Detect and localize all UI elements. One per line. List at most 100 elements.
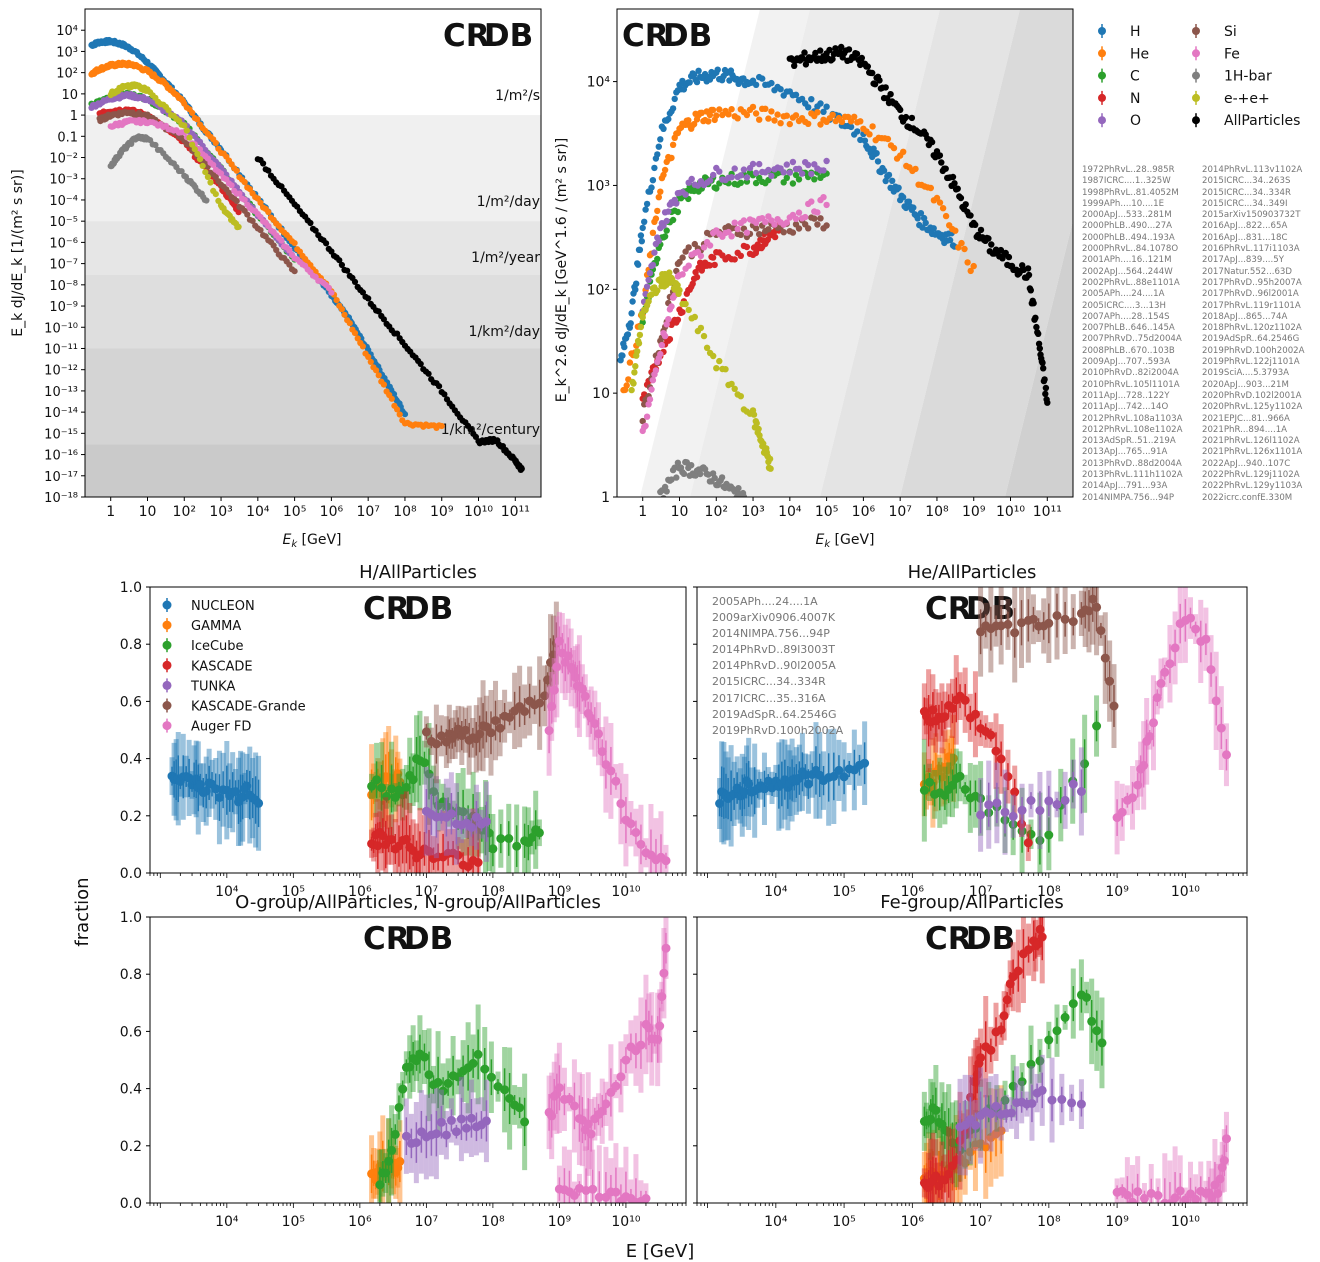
scaled-point-O-49 — [752, 169, 760, 177]
flux-point-All-46 — [375, 308, 382, 315]
frac-he-point-2-23 — [1080, 759, 1090, 769]
scaled-point-ee-3 — [631, 369, 638, 376]
frac-he-point-6-21 — [1206, 665, 1216, 675]
flux-point-Si-98 — [291, 268, 298, 275]
reference-item: 2017PhRvD..95h2007A — [1202, 277, 1302, 288]
scaled-point-H-4 — [621, 343, 628, 351]
frac-h-ytick-label-5: 1.0 — [120, 580, 142, 596]
frac-he-point-6-3 — [1128, 793, 1137, 803]
scaled-point-H-115 — [808, 96, 815, 103]
scaled-point-Fe-32 — [700, 244, 708, 251]
scaled-point-He-76 — [762, 105, 769, 113]
frac-he-point-5-7 — [1017, 618, 1026, 628]
scaled-point-All-162 — [1030, 300, 1037, 307]
scaled-point-He-110 — [866, 131, 873, 138]
reference-item: 2016ApJ...831...18C — [1202, 232, 1288, 243]
flux-point-He-159 — [341, 311, 348, 318]
scaled-point-He-61 — [716, 106, 723, 113]
scaled-point-H-118 — [817, 100, 824, 107]
flux-point-He-177 — [388, 395, 395, 402]
frac-he-point-3-19 — [991, 746, 1001, 756]
scaled-point-He-67 — [734, 115, 741, 122]
frac-he-series-Auger-FD-6 — [1112, 587, 1231, 855]
frac-fe-point-1-5 — [931, 1105, 941, 1115]
frac-legend-label-2: IceCube — [191, 639, 244, 654]
legend-item-Si: Si — [1192, 24, 1237, 40]
scaled-point-ee-56 — [700, 332, 708, 340]
legend-item-He: He — [1098, 46, 1149, 62]
flux-series-All — [254, 156, 525, 473]
frac-o-point-2-2 — [411, 1138, 421, 1148]
frac-h-point-3-8 — [387, 835, 397, 844]
frac-fe-point-2-18 — [972, 1070, 982, 1080]
scaled-point-All-174 — [1040, 365, 1047, 372]
scaled-point-ee-55 — [697, 324, 705, 332]
frac-he-point-2-19 — [1035, 836, 1045, 845]
scaled-point-H-13 — [629, 298, 636, 305]
frac-o-series-IceCube-1 — [375, 1004, 530, 1203]
scaled-point-He-93 — [814, 109, 821, 116]
frac-fe-point-1-21 — [1017, 1077, 1027, 1087]
scaled-point-Fe-6 — [648, 386, 655, 393]
scaled-point-Fe-3 — [643, 413, 651, 420]
scaled-point-H-44 — [669, 105, 677, 112]
scaled-point-ee-16 — [645, 298, 652, 305]
flux-ytick-label-20: 10⁻¹⁶ — [44, 449, 78, 464]
scaled-point-O-66 — [805, 161, 812, 169]
scaled-point-H-34 — [654, 151, 661, 158]
reference-item: 2018PhRvL.120z1102A — [1202, 323, 1302, 334]
frac-he-point-4-2 — [992, 798, 1002, 808]
reference-item: 2013PhRvD..88d2004A — [1082, 458, 1182, 469]
frac-h-point-5-3 — [436, 731, 446, 741]
reference-item: 2019PhRvL.122j1101A — [1202, 357, 1300, 368]
scaled-point-All-34 — [838, 43, 845, 51]
frac-h-point-6-0 — [544, 726, 554, 736]
scaled-point-Si-25 — [679, 254, 686, 261]
scaled-point-He-138 — [952, 227, 959, 234]
scaled-point-Fe-31 — [697, 252, 705, 260]
rate-band-2 — [85, 274, 541, 349]
reference-item: 2020PhRvD.102l2001A — [1202, 390, 1302, 401]
frac-he-point-3-18 — [986, 730, 996, 740]
frac-legend-label-4: TUNKA — [190, 679, 235, 694]
scaled-point-H-45 — [671, 95, 678, 103]
frac-o-point-1-32 — [520, 1117, 530, 1127]
legend-item-ee: e-+e+ — [1192, 90, 1270, 107]
frac-o-point-1-14 — [424, 1070, 434, 1080]
scaled-point-O-44 — [737, 172, 744, 179]
scaled-point-H-155 — [895, 184, 902, 191]
frac-h-series-Auger-FD-6 — [544, 611, 671, 873]
frac-o-point-2-10 — [451, 1127, 461, 1137]
scaled-point-ee-60 — [713, 365, 720, 372]
scaled-point-ee-63 — [722, 366, 729, 373]
scaled-point-C-23 — [674, 208, 682, 216]
scaled-point-N-56 — [737, 252, 744, 259]
scaled-y-label: E_k^2.6 dJ/dE_k [GeV^1.6 / (m² s sr)] — [554, 138, 570, 402]
reference-item: 2007PhLB..646..145A — [1082, 323, 1175, 334]
frac-o-point-1-9 — [405, 1062, 415, 1072]
scaled-point-O-53 — [765, 166, 772, 174]
scaled-point-All-130 — [985, 235, 992, 242]
scaled-xtick-label-9: 10⁹ — [962, 504, 986, 520]
scaled-point-ee-66 — [731, 385, 738, 392]
reference-item: 1998PhRvL..81.4052M — [1082, 187, 1179, 198]
frac-he-point-6-14 — [1170, 643, 1180, 653]
scaled-xtick-label-11: 10¹¹ — [1033, 504, 1062, 520]
frac-o-point-1-25 — [480, 1064, 490, 1074]
scaled-point-All-138 — [997, 246, 1005, 254]
scaled-point-N-81 — [771, 233, 779, 241]
frac-fe-point-2-20 — [976, 1053, 986, 1063]
scaled-point-Fe-67 — [808, 198, 815, 205]
frac-legend-item-IceCube: IceCube — [162, 638, 244, 654]
scaled-point-He-118 — [890, 144, 898, 152]
scaled-point-H-55 — [686, 79, 693, 86]
frac-o-xtick-label-5: 10⁹ — [548, 1214, 572, 1230]
scaled-point-H-189 — [946, 236, 954, 244]
frac-o-point-4-10 — [611, 1187, 621, 1197]
inset-reference-item: 2014NIMPA.756...94P — [712, 627, 830, 641]
scaled-point-Fe-27 — [685, 262, 692, 269]
frac-h-series-TUNKA-4 — [421, 766, 491, 865]
rate-band-label-2: 1/m²/year — [471, 250, 540, 266]
flux-point-Fe-97 — [325, 284, 332, 291]
flux-point-He-164 — [354, 335, 361, 342]
